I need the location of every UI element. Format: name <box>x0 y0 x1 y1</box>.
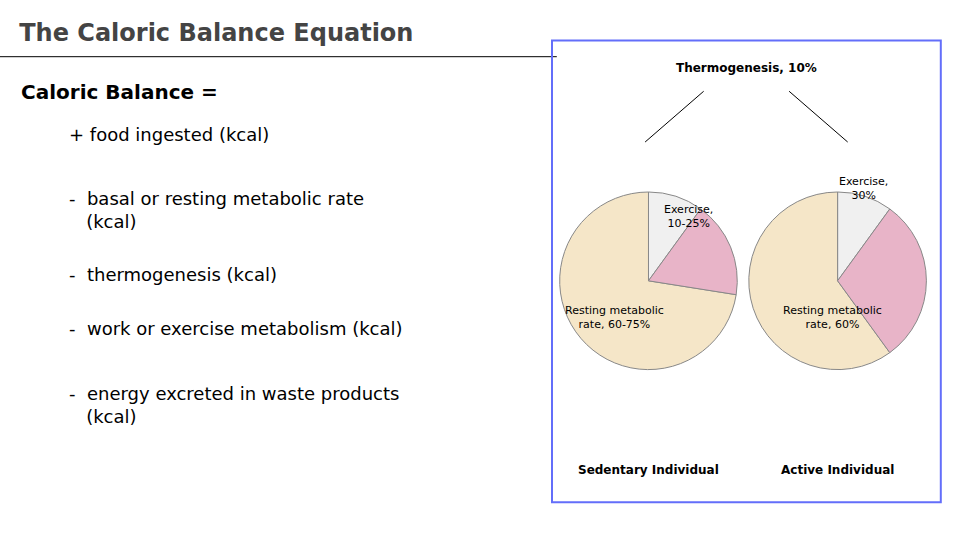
svg-text:The Caloric Balance Equation: The Caloric Balance Equation <box>19 19 413 47</box>
svg-text:Sedentary Individual: Sedentary Individual <box>578 463 719 477</box>
svg-text:Resting metabolicrate, 60%: Resting metabolicrate, 60% <box>783 304 882 331</box>
svg-text:Caloric Balance =: Caloric Balance = <box>21 80 218 104</box>
svg-text:Resting metabolicrate, 60-75%: Resting metabolicrate, 60-75% <box>565 304 664 331</box>
svg-text:- work or exercise metabolism: - work or exercise metabolism (kcal) <box>69 318 403 339</box>
svg-text:Thermogenesis, 10%: Thermogenesis, 10% <box>676 61 817 75</box>
svg-text:Exercise,10-25%: Exercise,10-25% <box>664 203 713 230</box>
svg-text:- energy excreted in waste pr: - energy excreted in waste products (kca… <box>69 383 399 427</box>
svg-text:+ food ingested (kcal): + food ingested (kcal) <box>69 124 269 145</box>
svg-text:- basal or resting metabolic: - basal or resting metabolic rate (kcal) <box>69 188 364 232</box>
svg-text:Exercise,30%: Exercise,30% <box>839 175 888 202</box>
svg-text:- thermogenesis (kcal): - thermogenesis (kcal) <box>69 264 277 285</box>
svg-text:Active Individual: Active Individual <box>781 463 894 477</box>
